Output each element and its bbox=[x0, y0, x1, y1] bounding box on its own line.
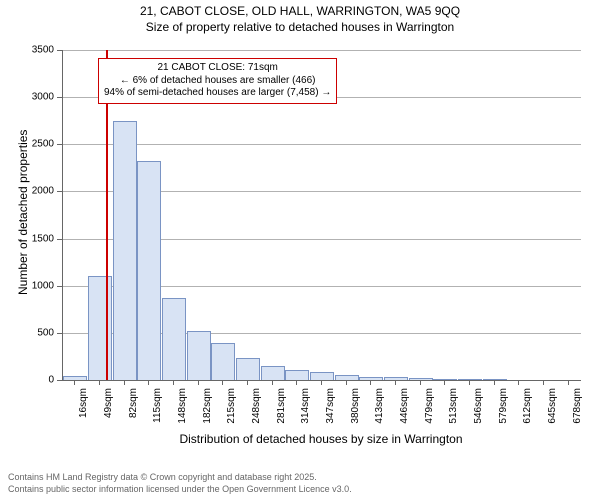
annotation-line-2: ← 6% of detached houses are smaller (466… bbox=[104, 75, 331, 88]
ytick-label: 2500 bbox=[26, 139, 54, 150]
histogram-bar bbox=[261, 366, 285, 380]
xtick-label: 148sqm bbox=[177, 388, 188, 430]
ytick-mark bbox=[57, 380, 62, 381]
xtick-mark bbox=[469, 380, 470, 385]
xtick-label: 380sqm bbox=[350, 388, 361, 430]
xtick-label: 49sqm bbox=[103, 388, 114, 430]
xtick-label: 579sqm bbox=[498, 388, 509, 430]
footer-line-2: Contains public sector information licen… bbox=[8, 484, 352, 496]
ytick-mark bbox=[57, 333, 62, 334]
xtick-mark bbox=[321, 380, 322, 385]
histogram-bar bbox=[409, 378, 433, 380]
xtick-mark bbox=[74, 380, 75, 385]
ytick-label: 0 bbox=[26, 375, 54, 386]
ytick-mark bbox=[57, 191, 62, 192]
footer-line-1: Contains HM Land Registry data © Crown c… bbox=[8, 472, 352, 484]
ytick-label: 2000 bbox=[26, 186, 54, 197]
xtick-mark bbox=[124, 380, 125, 385]
grid-line bbox=[63, 50, 581, 51]
xtick-mark bbox=[247, 380, 248, 385]
xtick-label: 612sqm bbox=[522, 388, 533, 430]
xtick-label: 16sqm bbox=[78, 388, 89, 430]
xtick-mark bbox=[420, 380, 421, 385]
title-line-1: 21, CABOT CLOSE, OLD HALL, WARRINGTON, W… bbox=[0, 4, 600, 20]
title-line-2: Size of property relative to detached ho… bbox=[0, 20, 600, 36]
xtick-mark bbox=[370, 380, 371, 385]
xtick-label: 215sqm bbox=[226, 388, 237, 430]
histogram-bar bbox=[88, 276, 112, 380]
xtick-mark bbox=[444, 380, 445, 385]
histogram-bar bbox=[335, 375, 359, 380]
xtick-mark bbox=[148, 380, 149, 385]
xtick-label: 82sqm bbox=[128, 388, 139, 430]
xtick-mark bbox=[173, 380, 174, 385]
xtick-label: 413sqm bbox=[374, 388, 385, 430]
footer-credits: Contains HM Land Registry data © Crown c… bbox=[8, 472, 352, 495]
xtick-mark bbox=[518, 380, 519, 385]
ytick-mark bbox=[57, 144, 62, 145]
grid-line bbox=[63, 380, 581, 381]
xtick-label: 347sqm bbox=[325, 388, 336, 430]
ytick-label: 3500 bbox=[26, 45, 54, 56]
xtick-label: 513sqm bbox=[448, 388, 459, 430]
ytick-mark bbox=[57, 50, 62, 51]
ytick-mark bbox=[57, 286, 62, 287]
grid-line bbox=[63, 144, 581, 145]
x-axis-label: Distribution of detached houses by size … bbox=[62, 432, 580, 446]
xtick-label: 314sqm bbox=[300, 388, 311, 430]
xtick-mark bbox=[494, 380, 495, 385]
histogram-bar bbox=[187, 331, 211, 380]
xtick-mark bbox=[543, 380, 544, 385]
ytick-mark bbox=[57, 97, 62, 98]
xtick-label: 248sqm bbox=[251, 388, 262, 430]
xtick-label: 115sqm bbox=[152, 388, 163, 430]
xtick-mark bbox=[99, 380, 100, 385]
xtick-mark bbox=[568, 380, 569, 385]
annotation-box: 21 CABOT CLOSE: 71sqm ← 6% of detached h… bbox=[98, 58, 337, 104]
xtick-label: 182sqm bbox=[202, 388, 213, 430]
xtick-label: 281sqm bbox=[276, 388, 287, 430]
xtick-mark bbox=[296, 380, 297, 385]
chart-titles: 21, CABOT CLOSE, OLD HALL, WARRINGTON, W… bbox=[0, 0, 600, 35]
histogram-bar bbox=[211, 343, 235, 380]
ytick-label: 500 bbox=[26, 327, 54, 338]
ytick-label: 1000 bbox=[26, 280, 54, 291]
xtick-label: 479sqm bbox=[424, 388, 435, 430]
xtick-label: 645sqm bbox=[547, 388, 558, 430]
annotation-line-3: 94% of semi-detached houses are larger (… bbox=[104, 87, 331, 100]
annotation-line-1: 21 CABOT CLOSE: 71sqm bbox=[104, 62, 331, 75]
histogram-bar bbox=[137, 161, 161, 380]
xtick-mark bbox=[346, 380, 347, 385]
xtick-label: 446sqm bbox=[399, 388, 410, 430]
histogram-bar bbox=[285, 370, 309, 380]
xtick-mark bbox=[395, 380, 396, 385]
y-axis-label: Number of detached properties bbox=[16, 130, 30, 295]
ytick-label: 1500 bbox=[26, 233, 54, 244]
xtick-label: 546sqm bbox=[473, 388, 484, 430]
histogram-bar bbox=[483, 379, 507, 380]
ytick-label: 3000 bbox=[26, 92, 54, 103]
xtick-mark bbox=[198, 380, 199, 385]
histogram-bar bbox=[236, 358, 260, 380]
histogram-bar bbox=[310, 372, 334, 380]
xtick-mark bbox=[272, 380, 273, 385]
histogram-bar bbox=[113, 121, 137, 380]
histogram-bar bbox=[162, 298, 186, 380]
xtick-label: 678sqm bbox=[572, 388, 583, 430]
xtick-mark bbox=[222, 380, 223, 385]
ytick-mark bbox=[57, 239, 62, 240]
